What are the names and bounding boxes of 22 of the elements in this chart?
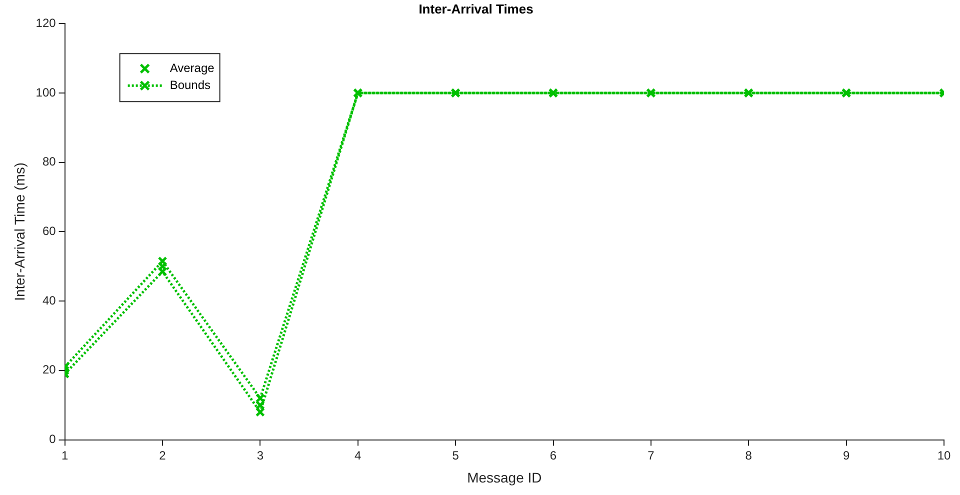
x-tick-label: 6 [550, 448, 557, 462]
x-tick-label: 3 [256, 448, 264, 462]
y-tick-label: 20 [42, 362, 56, 377]
y-tick-label: 0 [49, 432, 56, 446]
legend-label: Bounds [170, 78, 211, 92]
legend-label: Average [170, 60, 215, 75]
y-axis-title: Inter-Arrival Time (ms) [11, 162, 28, 301]
x-tick-label: 1 [61, 448, 68, 462]
y-tick-label: 60 [42, 224, 56, 238]
x-tick-label: 2 [159, 448, 166, 462]
y-tick-label: 80 [42, 154, 56, 169]
x-tick-label: 10 [937, 448, 951, 462]
y-tick-label: 40 [42, 293, 56, 308]
x-tick-label: 4 [354, 448, 362, 462]
y-tick-label: 100 [36, 85, 56, 100]
chart-title: Inter-Arrival Times [418, 1, 534, 16]
x-tick-label: 5 [452, 448, 460, 462]
y-tick-label: 120 [36, 16, 56, 30]
x-tick-label: 7 [648, 448, 655, 462]
x-tick-label: 9 [842, 448, 850, 462]
x-tick-label: 8 [745, 448, 752, 462]
x-axis-title: Message ID [467, 469, 542, 486]
